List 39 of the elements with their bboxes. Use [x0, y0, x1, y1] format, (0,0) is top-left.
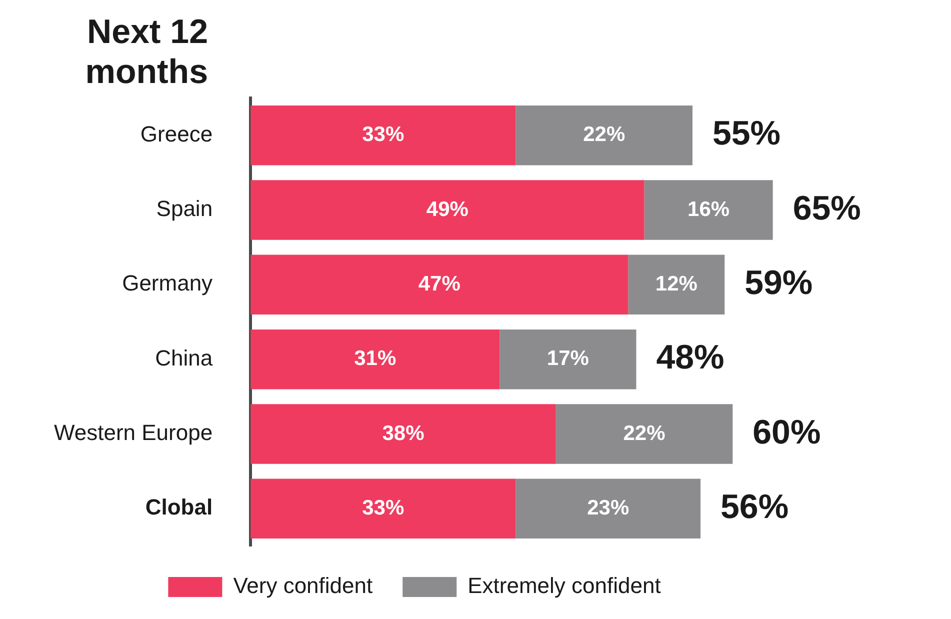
- y-tick-label: Clobal: [145, 494, 213, 520]
- total-label: 59%: [744, 264, 813, 302]
- chart-title: Next 12 months: [84, 12, 208, 92]
- total-label: 65%: [792, 189, 861, 228]
- data-label: 33%: [362, 123, 404, 146]
- legend-label: Extremely confident: [468, 573, 661, 598]
- bar: [516, 105, 692, 166]
- y-tick-label: Germany: [122, 270, 213, 296]
- total-label: 56%: [720, 488, 789, 526]
- bar: [644, 180, 773, 240]
- total-label: 48%: [656, 338, 724, 377]
- y-tick-label: Western Europe: [54, 420, 213, 446]
- total-label: 55%: [712, 114, 781, 153]
- bar: [250, 404, 556, 464]
- bar: [628, 254, 725, 315]
- bar: [500, 329, 636, 390]
- total-label: 60%: [752, 413, 821, 452]
- y-tick-label: Greece: [140, 121, 213, 146]
- bar: [516, 478, 701, 539]
- y-tick-label: China: [155, 345, 214, 370]
- bar: [250, 478, 516, 539]
- data-label: 31%: [354, 347, 396, 370]
- data-label: 23%: [587, 496, 630, 520]
- data-label: 16%: [688, 198, 730, 221]
- data-label: 17%: [546, 347, 590, 370]
- bar: [250, 180, 644, 240]
- bar: [556, 404, 733, 464]
- data-label: 33%: [362, 496, 404, 520]
- legend-label: Very confident: [233, 573, 373, 598]
- data-label: 47%: [418, 272, 461, 296]
- bar: [250, 254, 628, 315]
- data-label: 38%: [382, 422, 425, 445]
- data-label: 49%: [426, 198, 469, 221]
- data-label: 22%: [623, 422, 666, 445]
- y-tick-label: Spain: [156, 196, 213, 222]
- bar: [250, 329, 500, 390]
- data-label: 12%: [655, 272, 698, 296]
- bar: [250, 105, 516, 166]
- data-label: 22%: [583, 123, 626, 146]
